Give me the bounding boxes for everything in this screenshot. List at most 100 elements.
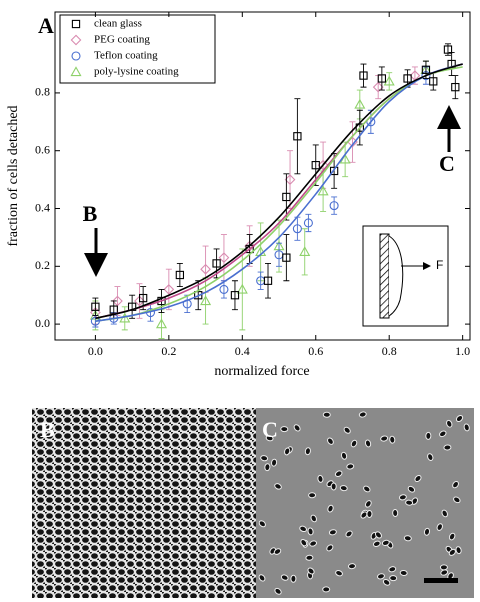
point xyxy=(366,117,376,127)
fit-curve xyxy=(95,66,463,323)
error-bar xyxy=(386,72,393,91)
cell xyxy=(453,496,461,504)
cell xyxy=(405,499,414,506)
cell xyxy=(364,439,372,448)
cell xyxy=(358,411,367,418)
point xyxy=(71,51,81,61)
cell xyxy=(364,500,372,508)
cell xyxy=(328,529,337,536)
point xyxy=(451,82,460,92)
cell xyxy=(423,527,431,536)
cell xyxy=(360,511,368,519)
cell xyxy=(366,509,373,518)
error-bar xyxy=(257,271,264,290)
cell xyxy=(274,587,282,595)
cell xyxy=(372,540,381,547)
cell xyxy=(258,520,266,528)
point xyxy=(236,283,248,294)
x-tick-label: 0.2 xyxy=(161,344,176,358)
cell xyxy=(304,447,311,456)
cell xyxy=(377,573,385,580)
panel-label: B xyxy=(40,417,55,442)
point xyxy=(212,259,221,268)
point xyxy=(429,77,438,86)
point xyxy=(403,74,412,83)
cell xyxy=(382,578,391,586)
micrograph-b xyxy=(32,408,256,598)
point xyxy=(163,284,175,295)
point xyxy=(218,252,230,264)
cell xyxy=(307,527,314,536)
cell xyxy=(448,532,456,541)
cell xyxy=(374,531,382,539)
point xyxy=(200,295,212,306)
error-bar xyxy=(301,228,308,276)
cell xyxy=(403,535,412,542)
cell xyxy=(381,539,390,546)
cell xyxy=(439,430,447,438)
legend-label: PEG coating xyxy=(94,34,150,46)
point xyxy=(284,174,296,185)
legend-label: Teflon coating xyxy=(94,50,158,62)
cell xyxy=(339,485,348,492)
cell xyxy=(293,424,301,432)
cell xyxy=(265,435,274,442)
point xyxy=(109,305,118,314)
point xyxy=(230,291,240,300)
inset: F xyxy=(362,225,449,327)
scale-bar xyxy=(424,578,458,583)
cell xyxy=(398,494,407,501)
point xyxy=(155,318,168,329)
plot-frame xyxy=(54,11,471,341)
point xyxy=(138,293,148,303)
point xyxy=(91,302,100,311)
point xyxy=(317,185,329,196)
cell xyxy=(452,480,459,489)
panel-label: A xyxy=(38,13,54,38)
cell xyxy=(273,548,282,555)
cell xyxy=(427,453,434,461)
cell xyxy=(350,439,358,448)
legend xyxy=(59,14,216,84)
cell xyxy=(280,426,289,433)
cell xyxy=(399,569,408,576)
error-bar xyxy=(294,216,301,241)
cell xyxy=(309,540,318,547)
cell xyxy=(260,455,269,462)
point xyxy=(329,201,339,211)
cell xyxy=(317,474,324,483)
y-tick-label: 0.8 xyxy=(35,85,50,99)
cell xyxy=(345,530,353,538)
fit-curve xyxy=(95,63,463,323)
legend-label: clean glass xyxy=(94,18,142,30)
y-tick-label: 0.2 xyxy=(35,258,50,272)
point xyxy=(134,295,145,307)
cell xyxy=(284,447,291,456)
annotation: C xyxy=(439,151,455,176)
cell xyxy=(340,451,348,460)
x-axis-label: normalized force xyxy=(214,364,309,379)
point xyxy=(70,34,82,46)
error-bar xyxy=(276,242,283,267)
cell xyxy=(258,574,266,582)
point xyxy=(372,81,384,93)
x-tick-label: 0.8 xyxy=(382,344,397,358)
cell xyxy=(392,508,399,517)
error-bar xyxy=(360,63,367,88)
cell xyxy=(334,470,343,477)
cell xyxy=(363,485,371,493)
x-tick-label: 0.0 xyxy=(88,344,103,358)
error-bar xyxy=(265,262,272,299)
error-bar xyxy=(283,234,290,282)
error-bar xyxy=(165,268,172,311)
cell xyxy=(326,544,334,552)
point xyxy=(377,74,387,83)
y-tick-label: 0.4 xyxy=(35,200,50,214)
point xyxy=(329,166,339,176)
error-bar xyxy=(239,248,246,331)
micrographs: B C xyxy=(32,408,474,598)
cell xyxy=(463,423,470,432)
y-tick-label: 0.0 xyxy=(35,316,50,330)
cell xyxy=(305,554,314,561)
fit-curve xyxy=(95,63,463,320)
